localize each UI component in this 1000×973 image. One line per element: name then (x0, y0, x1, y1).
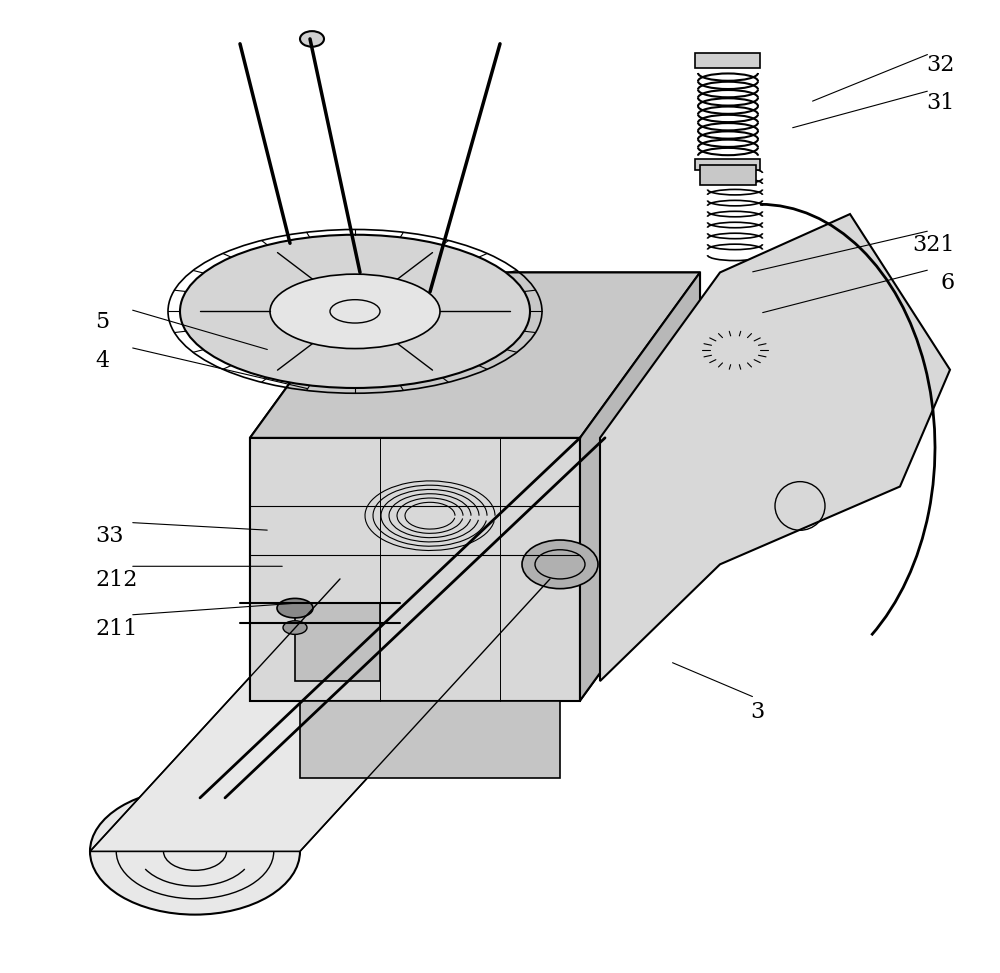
Text: 3: 3 (750, 701, 764, 723)
Ellipse shape (180, 234, 530, 388)
Ellipse shape (270, 274, 440, 348)
Polygon shape (600, 214, 950, 681)
Bar (695, 159, 760, 170)
Text: 211: 211 (95, 618, 137, 640)
Text: 212: 212 (95, 569, 137, 592)
Ellipse shape (340, 516, 550, 642)
Ellipse shape (300, 31, 324, 47)
Text: 321: 321 (912, 234, 955, 256)
Text: 5: 5 (95, 311, 109, 334)
Text: 32: 32 (927, 54, 955, 76)
Polygon shape (580, 272, 700, 701)
Polygon shape (250, 272, 700, 438)
Ellipse shape (283, 621, 307, 634)
Ellipse shape (277, 598, 313, 618)
Ellipse shape (90, 788, 300, 915)
Ellipse shape (710, 336, 760, 365)
Bar (700, 165, 756, 185)
Text: 33: 33 (95, 525, 124, 548)
Bar (695, 53, 760, 68)
Text: 31: 31 (927, 92, 955, 115)
Polygon shape (250, 272, 700, 701)
Polygon shape (295, 603, 380, 681)
Polygon shape (300, 701, 560, 778)
Polygon shape (250, 438, 580, 701)
Text: 4: 4 (95, 350, 109, 373)
Polygon shape (90, 579, 550, 851)
Ellipse shape (522, 540, 598, 589)
Text: 6: 6 (941, 272, 955, 295)
